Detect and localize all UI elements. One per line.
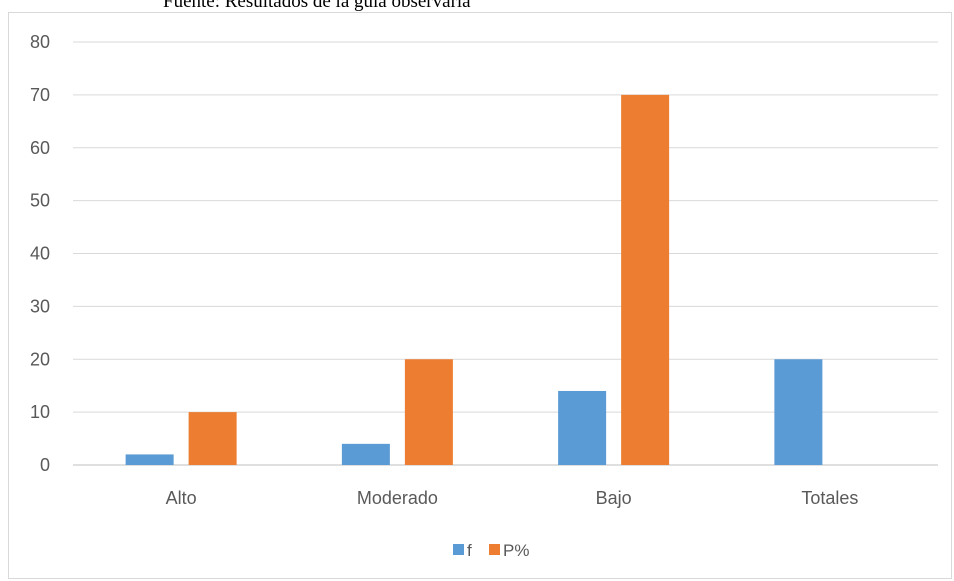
legend-label: f [467,541,472,560]
x-tick-label: Moderado [357,488,438,508]
bars [125,94,823,465]
y-tick-label: 40 [30,244,50,264]
legend: f P% [453,541,529,560]
bar-f-Moderado [341,443,390,465]
x-axis-ticks: Alto Moderado Bajo Totales [166,488,859,508]
y-axis-ticks: 0 10 20 30 40 50 60 70 80 [30,32,50,475]
bar-f-Alto [125,454,174,465]
bar-P%-Moderado [404,359,453,465]
y-tick-label: 30 [30,296,50,316]
gridlines [73,41,938,466]
y-tick-label: 50 [30,191,50,211]
y-tick-label: 60 [30,138,50,158]
y-tick-label: 20 [30,349,50,369]
source-caption: Fuente: Resultados de la guía observaría [163,0,471,12]
x-tick-label: Alto [166,488,197,508]
bar-P%-Bajo [621,94,670,465]
x-tick-label: Totales [801,488,858,508]
y-tick-label: 70 [30,85,50,105]
bar-P%-Alto [188,412,237,465]
legend-swatch-f [453,544,464,555]
y-tick-label: 80 [30,32,50,52]
chart-frame [8,12,952,579]
legend-swatch-P% [489,544,500,555]
bar-f-Totales [774,359,823,465]
y-tick-label: 10 [30,402,50,422]
y-tick-label: 0 [40,455,50,475]
bar-f-Bajo [558,390,607,465]
x-tick-label: Bajo [596,488,632,508]
legend-label: P% [503,541,529,560]
